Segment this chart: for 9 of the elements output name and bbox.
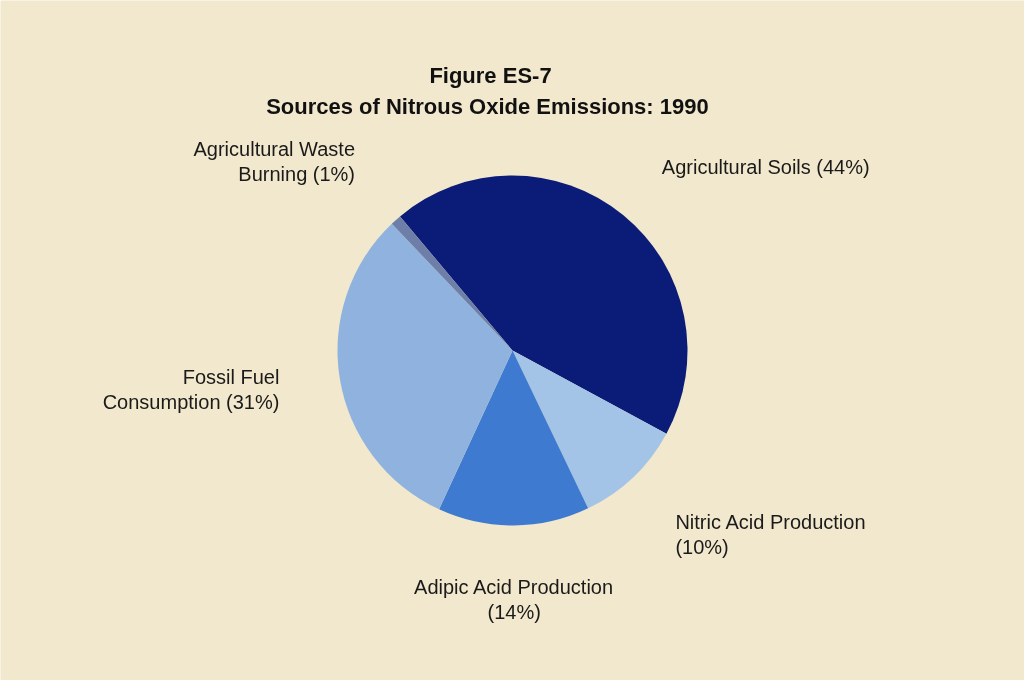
data-label: (10%) — [675, 535, 729, 558]
slice-label: Fossil Fuel Consumption (31%) — [102, 365, 280, 413]
chart-title: Figure ES-7 — [429, 63, 552, 88]
slice-label: Agricultural Soils (44%) — [661, 156, 870, 179]
slice-label: Nitric Acid Production — [675, 510, 866, 533]
data-label: (14%) — [487, 600, 541, 623]
slice-label: Adipic Acid Production — [414, 575, 614, 598]
slice-label: Agricultural Waste Burning (1%) — [193, 138, 356, 186]
chart-subtitle: Sources of Nitrous Oxide Emissions: 1990 — [266, 94, 709, 119]
